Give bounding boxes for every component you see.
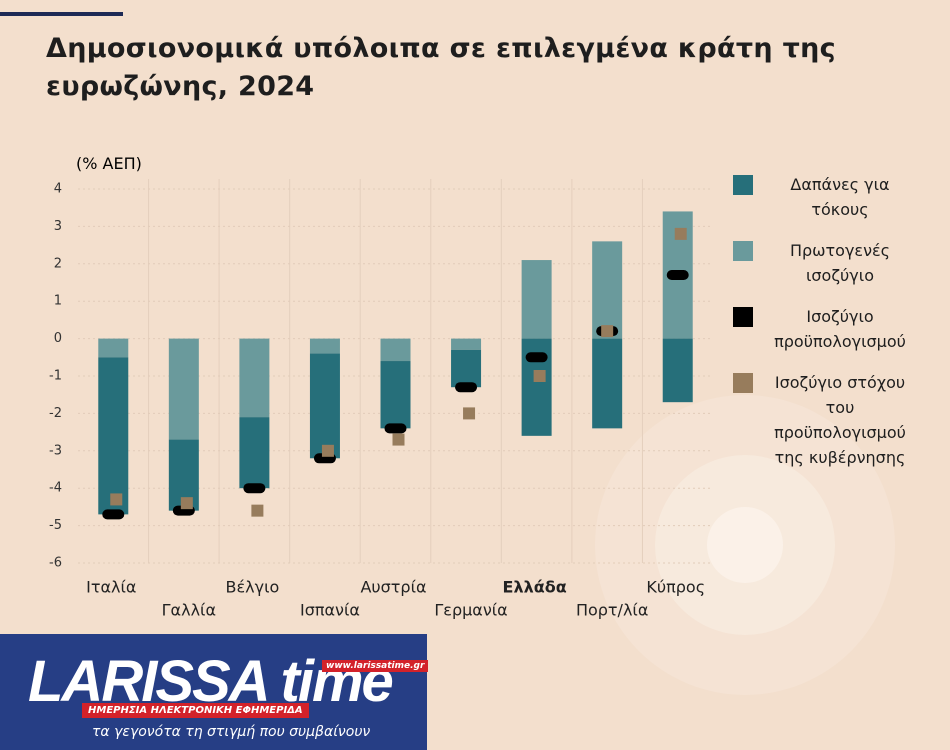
x-tick-label: Γερμανία xyxy=(434,601,507,620)
title-rule xyxy=(0,12,123,16)
target-balance-marker xyxy=(601,325,614,338)
bar-segment xyxy=(309,353,340,459)
decor-circle xyxy=(707,507,783,583)
target-balance-marker xyxy=(392,433,405,446)
target-balance-marker xyxy=(674,227,687,240)
y-tick-label: 2 xyxy=(54,256,62,271)
legend-label: Ισοζύγιο προϋπολογισμού xyxy=(774,307,906,351)
x-tick-label: Πορτ/λία xyxy=(576,601,648,620)
budget-balance-marker xyxy=(243,483,266,494)
bar-segment xyxy=(662,338,693,403)
x-tick-label: Γαλλία xyxy=(162,601,216,620)
budget-balance-marker xyxy=(666,270,689,281)
legend-item: Ισοζύγιο προϋπολογισμού xyxy=(733,304,933,354)
x-tick-label: Αυστρία xyxy=(360,578,426,597)
bar-segment xyxy=(451,349,482,388)
bar-segment xyxy=(521,260,552,339)
x-tick-label: Ισπανία xyxy=(300,601,360,620)
y-tick-label: -3 xyxy=(49,443,62,458)
bar-segment xyxy=(380,338,411,362)
legend-swatch xyxy=(733,373,753,393)
logo: LARISSA time www.larissatime.gr ΗΜΕΡΗΣΙΑ… xyxy=(0,634,429,750)
legend-label: Ισοζύγιο στόχου του προϋπολογισμού της κ… xyxy=(774,373,906,467)
bar-segment xyxy=(451,338,482,350)
bar-segment xyxy=(592,338,623,429)
target-balance-marker xyxy=(533,370,546,382)
legend-item: Δαπάνες για τόκους xyxy=(733,172,933,222)
y-tick-label: -5 xyxy=(49,518,62,533)
legend: Δαπάνες για τόκους Πρωτογενές ισοζύγιο Ισο… xyxy=(733,172,933,486)
y-tick-label: 0 xyxy=(54,331,62,346)
target-balance-marker xyxy=(110,493,123,506)
budget-balance-marker xyxy=(102,509,125,520)
bar-segment xyxy=(239,338,270,418)
logo-slogan: τα γεγονότα τη στιγμή που συμβαίνουν xyxy=(92,724,371,740)
bar-segment xyxy=(168,338,199,440)
legend-swatch xyxy=(733,175,753,195)
legend-item: Ισοζύγιο στόχου του προϋπολογισμού της κ… xyxy=(733,370,933,470)
bar-segment xyxy=(239,417,270,489)
legend-label: Δαπάνες για τόκους xyxy=(790,175,890,219)
y-tick-label: -4 xyxy=(49,481,62,496)
legend-item: Πρωτογενές ισοζύγιο xyxy=(733,238,933,288)
y-tick-label: 1 xyxy=(54,294,62,309)
bar-segment xyxy=(98,357,129,515)
x-tick-label: Ιταλία xyxy=(86,578,136,597)
y-tick-label: -6 xyxy=(49,556,62,571)
x-tick-label: Ελλάδα xyxy=(503,578,567,597)
legend-swatch xyxy=(733,307,753,327)
budget-balance-marker xyxy=(384,423,407,434)
budget-balance-marker xyxy=(455,382,478,393)
bar-segment xyxy=(98,338,129,358)
y-tick-label: 3 xyxy=(54,219,62,234)
logo-url: www.larissatime.gr xyxy=(322,660,429,672)
y-tick-label: -1 xyxy=(49,369,62,384)
legend-label: Πρωτογενές ισοζύγιο xyxy=(789,241,891,285)
x-tick-label: Κύπρος xyxy=(646,578,705,597)
y-axis-label: (% ΑΕΠ) xyxy=(76,154,142,173)
y-tick-label: 4 xyxy=(54,182,62,197)
target-balance-marker xyxy=(321,444,334,457)
target-balance-marker xyxy=(251,504,264,517)
bar-segment xyxy=(592,241,623,339)
target-balance-marker xyxy=(463,407,476,420)
target-balance-marker xyxy=(180,497,193,510)
chart-title: Δημοσιονομικά υπόλοιπα σε επιλεγμένα κρά… xyxy=(46,33,836,102)
budget-balance-marker xyxy=(525,352,548,363)
legend-swatch xyxy=(733,241,753,261)
bar-segment xyxy=(380,361,411,429)
y-tick-label: -2 xyxy=(49,406,62,421)
logo-strip: ΗΜΕΡΗΣΙΑ ΗΛΕΚΤΡΟΝΙΚΗ ΕΦΗΜΕΡΙΔΑ xyxy=(82,703,309,718)
bar-segment xyxy=(309,338,340,354)
x-tick-label: Βέλγιο xyxy=(226,578,280,597)
